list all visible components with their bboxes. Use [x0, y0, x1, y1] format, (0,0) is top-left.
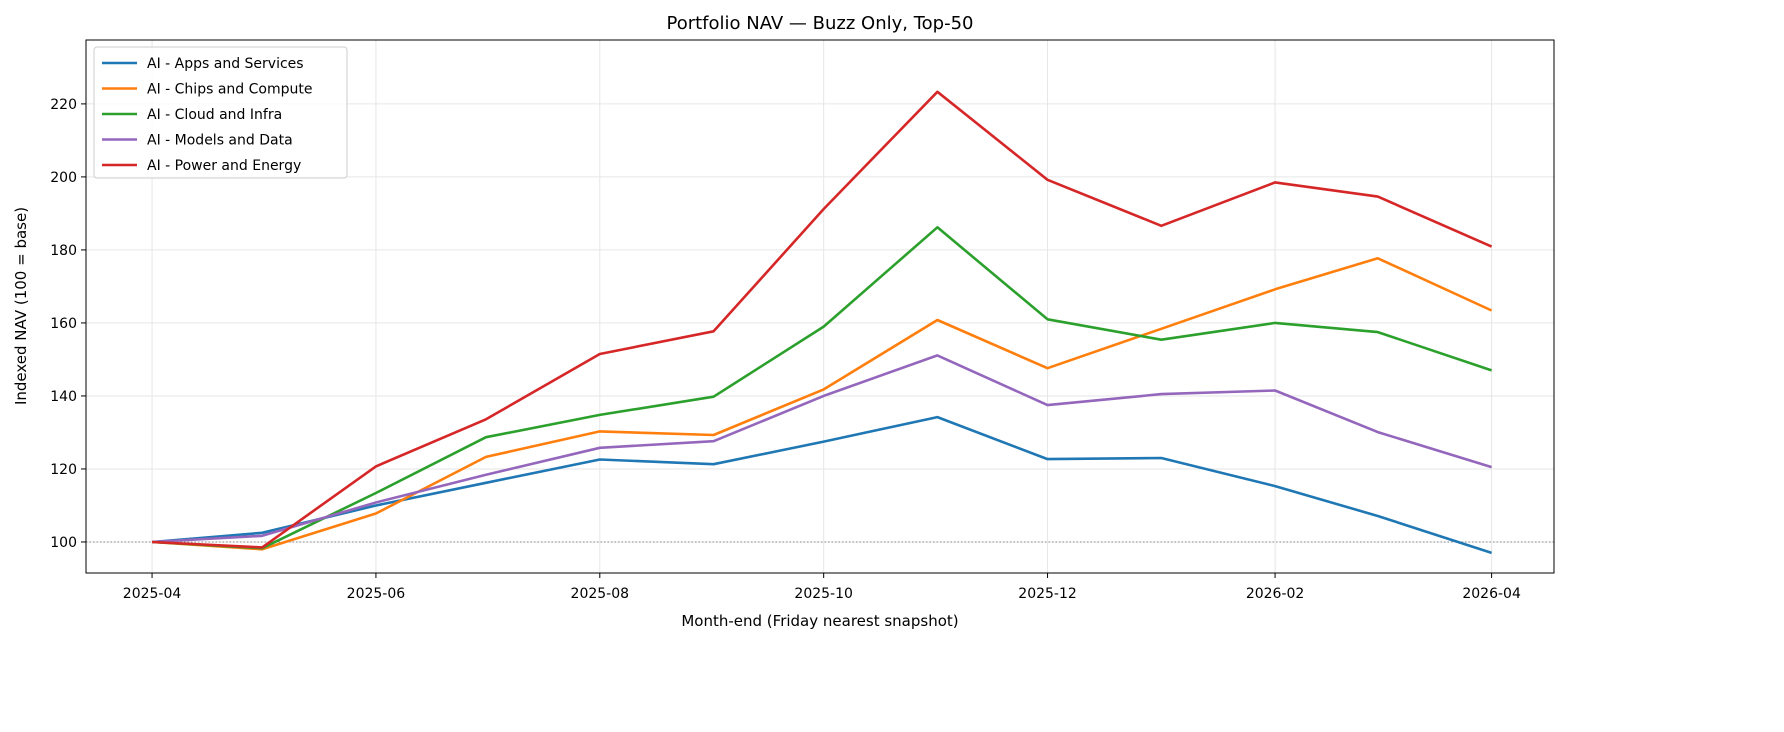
legend-box [93, 46, 348, 179]
x-tick-label: 2025-04 [123, 586, 182, 602]
series-lines [151, 90, 1493, 555]
y-tick-label: 140 [50, 389, 77, 405]
x-tick-label: 2025-12 [1018, 586, 1077, 602]
y-tick-label: 120 [50, 462, 77, 478]
legend: AI - Apps and Services AI - Chips and Com… [93, 46, 348, 179]
legend-entry: AI - Chips and Compute [147, 82, 312, 98]
y-tick-label: 200 [50, 170, 77, 186]
x-tick-label: 2025-10 [794, 586, 853, 602]
series-line-2 [152, 256, 1493, 551]
y-tick-label: 160 [50, 316, 77, 332]
chart-title: Portfolio NAV — Buzz Only, Top-50 [667, 13, 974, 34]
y-axis-label: Indexed NAV (100 = base) [12, 207, 30, 405]
y-axis-ticks: 100 120 140 160 180 200 220 [50, 97, 86, 551]
y-tick-label: 100 [50, 535, 77, 551]
series-line-5 [152, 90, 1493, 549]
x-tick-label: 2026-04 [1462, 586, 1521, 602]
plot-frame [85, 39, 1555, 574]
series-line-3 [152, 226, 1493, 550]
y-tick-label: 180 [50, 243, 77, 259]
x-axis-label: Month-end (Friday nearest snapshot) [681, 612, 958, 630]
series-line-1 [151, 415, 1493, 555]
series-line-4 [152, 354, 1492, 544]
x-tick-label: 2025-06 [347, 586, 406, 602]
legend-entry: AI - Models and Data [147, 133, 293, 149]
x-axis-ticks: 2025-04 2025-06 2025-08 2025-10 2025-12 2026-… [123, 573, 1521, 602]
legend-entry: AI - Cloud and Infra [147, 107, 282, 123]
x-tick-label: 2025-08 [571, 586, 630, 602]
y-tick-label: 220 [50, 97, 77, 113]
legend-entry: AI - Apps and Services [147, 56, 304, 72]
x-tick-label: 2026-02 [1246, 586, 1305, 602]
legend-entry: AI - Power and Energy [147, 158, 301, 174]
